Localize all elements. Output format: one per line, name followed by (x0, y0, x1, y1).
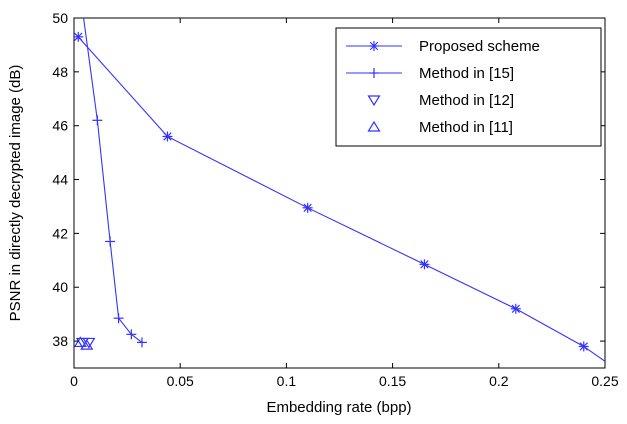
legend-marker (367, 120, 381, 132)
legend-marker (369, 68, 379, 78)
series-line (83, 18, 143, 343)
x-tick-label: 0.05 (167, 373, 194, 389)
plot-frame (73, 17, 606, 369)
data-point (105, 236, 116, 247)
legend-marker (367, 95, 381, 107)
legend-item: Method in [11] (367, 119, 513, 136)
data-point (302, 202, 313, 213)
y-tick-label: 42 (52, 225, 68, 241)
legend-label: Method in [11] (419, 119, 513, 136)
y-tick-label: 44 (52, 172, 68, 188)
x-axis-title: Embedding rate (bpp) (266, 399, 411, 416)
x-tick-label: 0.1 (277, 373, 297, 389)
x-tick-label: 0.2 (489, 373, 509, 389)
legend-label: Method in [12] (419, 92, 514, 109)
data-point (126, 329, 137, 340)
data-point (162, 131, 173, 142)
legend-box (335, 27, 602, 147)
data-point (136, 337, 147, 348)
data-point (419, 259, 430, 270)
data-point (74, 31, 84, 42)
axes: 0 0.05 0.1 0.15 0.2 0.25 38 40 42 44 46 48 50 (52, 10, 618, 389)
y-tick-label: 40 (52, 279, 68, 295)
legend-marker (369, 41, 379, 51)
data-point (74, 336, 87, 348)
legend-label: Method in [15] (419, 65, 514, 82)
data-point (510, 303, 521, 314)
x-tick-label: 0 (70, 373, 78, 389)
data-point (113, 313, 124, 324)
series-1 (74, 31, 605, 362)
legend-item: Proposed scheme (346, 38, 540, 55)
legend-label: Proposed scheme (419, 38, 540, 55)
y-tick-label: 38 (52, 333, 68, 349)
series-2 (83, 18, 147, 348)
y-tick-label: 48 (52, 64, 68, 80)
y-tick-label: 50 (52, 10, 68, 26)
legend: Proposed scheme Method in [15] Method in [… (335, 27, 602, 147)
data-point (578, 341, 589, 352)
data-point (92, 115, 103, 126)
series-4 (74, 336, 94, 350)
data-point (82, 337, 96, 349)
data-point (80, 338, 94, 350)
x-tick-label: 0.15 (379, 373, 406, 389)
legend-item: Method in [15] (346, 65, 514, 82)
y-tick-label: 46 (52, 118, 68, 134)
x-tick-label: 0.25 (591, 373, 618, 389)
y-axis-title: PSNR in directly decrypted image (dB) (7, 65, 24, 322)
legend-item: Method in [12] (367, 92, 514, 109)
